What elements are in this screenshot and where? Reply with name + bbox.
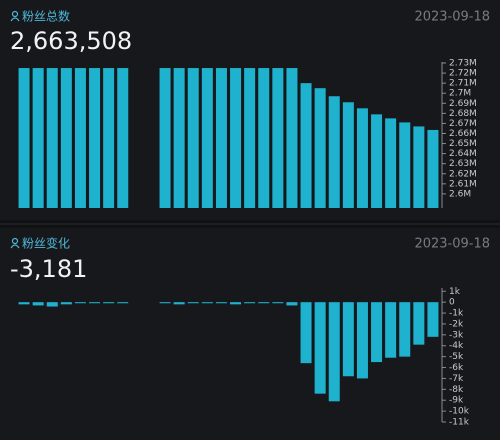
y-tick-label: -3k — [449, 330, 464, 340]
bar — [173, 68, 185, 208]
bar — [385, 302, 397, 358]
panel-title: 粉丝变化 — [22, 236, 70, 251]
y-tick-label: 2.67M — [449, 119, 477, 129]
y-tick-label: 2.6M — [449, 189, 471, 199]
headline: 2,663,508 — [10, 27, 132, 55]
y-tick-label: 2.7M — [449, 89, 471, 99]
bar — [230, 302, 242, 305]
y-tick-label: 2.66M — [449, 129, 477, 139]
bar — [427, 302, 439, 337]
date: 2023-09-18 — [414, 10, 490, 25]
y-tick-label: 2.63M — [449, 159, 477, 169]
y-tick-label: 2.69M — [449, 99, 477, 109]
y-tick-label: -5k — [449, 352, 464, 362]
y-tick-label: 2.64M — [449, 149, 477, 159]
y-tick-label: -4k — [449, 341, 464, 351]
y-tick-label: 2.65M — [449, 139, 477, 149]
bar — [60, 302, 72, 305]
bar — [159, 302, 171, 304]
bar — [413, 126, 425, 208]
y-tick-label: -9k — [449, 396, 464, 406]
bar — [300, 302, 312, 364]
bar — [328, 96, 340, 208]
bar — [427, 129, 439, 208]
bar — [399, 122, 411, 208]
bar — [272, 68, 284, 208]
bar — [272, 302, 284, 304]
bar — [46, 68, 58, 208]
bar — [314, 88, 326, 208]
bar — [215, 302, 227, 304]
bar — [328, 302, 340, 402]
y-tick-label: 2.62M — [449, 169, 477, 179]
bar — [371, 114, 383, 208]
bar — [74, 68, 86, 208]
bar — [117, 68, 129, 208]
bar — [117, 302, 129, 304]
bar — [371, 302, 383, 363]
bar — [342, 302, 354, 377]
bar — [258, 302, 270, 304]
bar — [89, 68, 101, 208]
bar — [74, 302, 86, 304]
bar — [215, 68, 227, 208]
bar — [385, 118, 397, 208]
bar — [18, 68, 30, 208]
y-tick-label: -11k — [449, 418, 470, 428]
bar — [32, 302, 44, 306]
bar — [187, 68, 199, 208]
y-tick-label: -1k — [449, 309, 464, 319]
y-tick-label: 2.68M — [449, 109, 477, 119]
bar — [300, 83, 312, 208]
y-tick-label: -6k — [449, 363, 464, 373]
y-tick-label: 2.73M — [449, 59, 477, 69]
bar — [286, 68, 298, 208]
bar — [399, 302, 411, 357]
bar — [413, 302, 425, 345]
user-icon — [10, 10, 20, 249]
y-tick-label: 2.71M — [449, 79, 477, 89]
bar — [258, 68, 270, 208]
bar — [89, 302, 101, 304]
bar — [18, 302, 30, 305]
y-tick-label: 0 — [449, 298, 455, 308]
y-tick-label: -2k — [449, 319, 464, 329]
bar — [60, 68, 72, 208]
y-tick-label: -8k — [449, 385, 464, 395]
bar — [342, 102, 354, 208]
y-tick-label: -7k — [449, 374, 464, 384]
headline: -3,181 — [10, 255, 87, 283]
y-tick-label: 2.72M — [449, 69, 477, 79]
bar — [230, 68, 242, 208]
bar — [201, 302, 213, 304]
bar — [159, 68, 171, 208]
y-tick-label: 1k — [449, 287, 461, 297]
y-tick-label: 2.61M — [449, 179, 477, 189]
bar — [286, 302, 298, 306]
y-tick-label: -10k — [449, 407, 470, 417]
bar — [356, 302, 368, 379]
bar — [244, 302, 256, 304]
bar — [46, 302, 58, 307]
bar — [103, 68, 115, 208]
date: 2023-09-18 — [414, 237, 490, 252]
bar — [32, 68, 44, 208]
bar — [314, 302, 326, 394]
bar — [103, 302, 115, 304]
bar — [244, 68, 256, 208]
bar — [356, 108, 368, 208]
bar — [173, 302, 185, 305]
bar — [187, 302, 199, 304]
panel-title: 粉丝总数 — [22, 9, 70, 24]
bar — [201, 68, 213, 208]
